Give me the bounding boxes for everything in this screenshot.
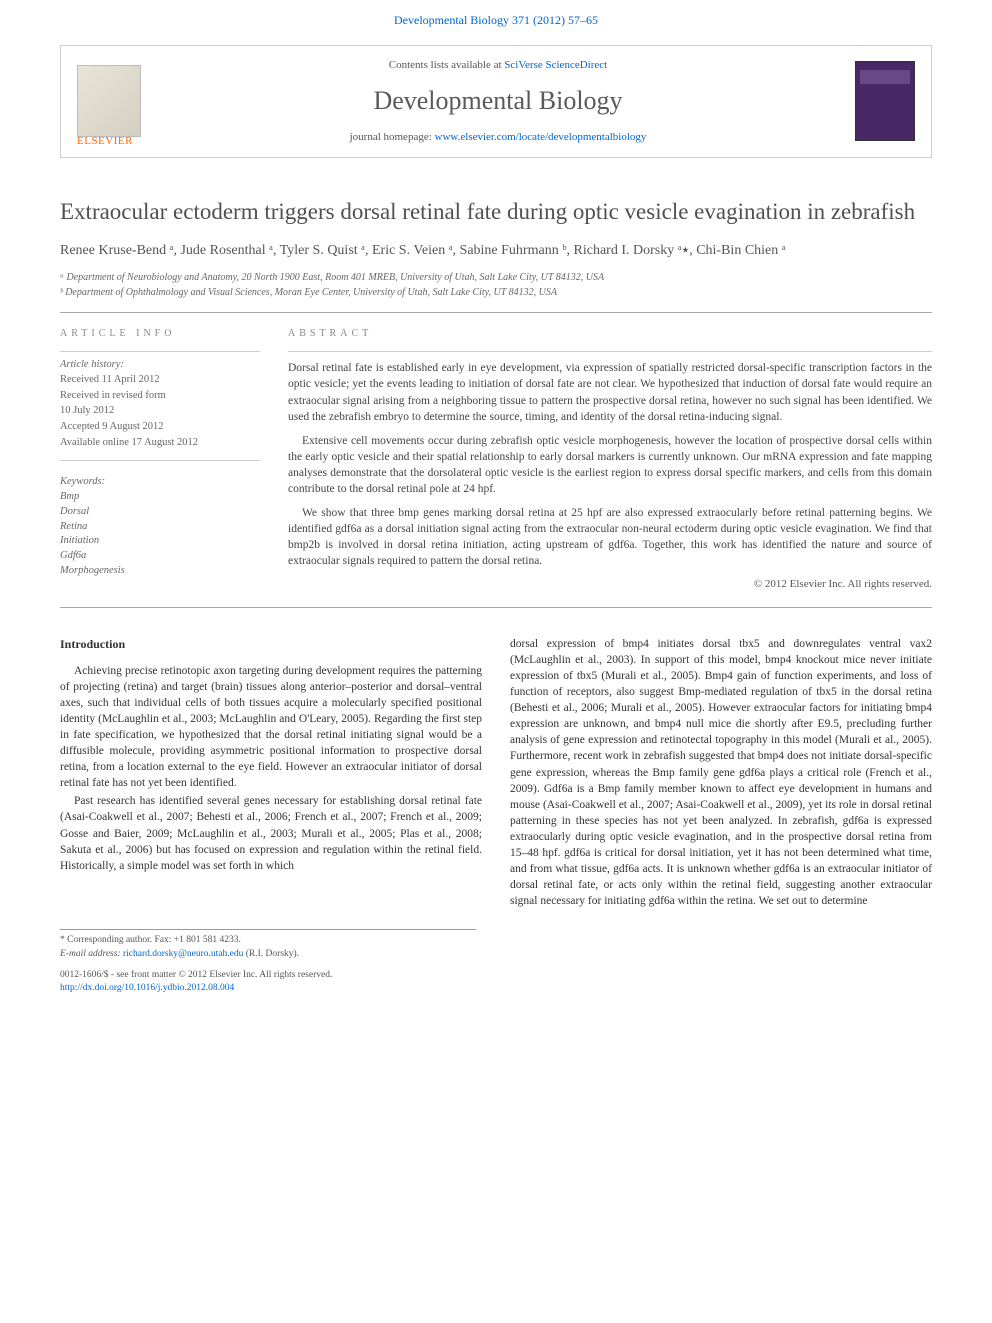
- body-para: Past research has identified several gen…: [60, 793, 482, 873]
- running-head: Developmental Biology 371 (2012) 57–65: [0, 0, 992, 37]
- history-label: Article history:: [60, 358, 260, 373]
- contents-prefix: Contents lists available at: [389, 59, 504, 71]
- keywords-label: Keywords:: [60, 475, 260, 490]
- keyword: Retina: [60, 520, 260, 535]
- abstract: ABSTRACT Dorsal retinal fate is establis…: [288, 327, 932, 593]
- journal-banner: ELSEVIER Contents lists available at Sci…: [60, 45, 932, 158]
- publisher-label: ELSEVIER: [77, 134, 133, 149]
- bottom-meta: 0012-1606/$ - see front matter © 2012 El…: [60, 969, 932, 996]
- email-line: E-mail address: richard.dorsky@neuro.uta…: [60, 948, 476, 961]
- affiliations: ᵃ Department of Neurobiology and Anatomy…: [60, 270, 932, 300]
- body-para: dorsal expression of bmp4 initiates dors…: [510, 636, 932, 910]
- abstract-para: Dorsal retinal fate is established early…: [288, 360, 932, 424]
- email-suffix: (R.I. Dorsky).: [243, 949, 299, 959]
- history-item: Accepted 9 August 2012: [60, 420, 260, 435]
- body-para: Achieving precise retinotopic axon targe…: [60, 663, 482, 792]
- homepage-line: journal homepage: www.elsevier.com/locat…: [157, 130, 839, 145]
- right-column: dorsal expression of bmp4 initiates dors…: [510, 636, 932, 912]
- abstract-copyright: © 2012 Elsevier Inc. All rights reserved…: [288, 577, 932, 592]
- abstract-para: Extensive cell movements occur during ze…: [288, 433, 932, 497]
- keyword: Bmp: [60, 490, 260, 505]
- contents-line: Contents lists available at SciVerse Sci…: [157, 58, 839, 73]
- divider-top: [60, 312, 932, 313]
- homepage-prefix: journal homepage:: [350, 131, 435, 143]
- affiliation-a: ᵃ Department of Neurobiology and Anatomy…: [60, 270, 932, 285]
- history-item: Available online 17 August 2012: [60, 436, 260, 451]
- info-subdivider: [60, 460, 260, 461]
- issn-line: 0012-1606/$ - see front matter © 2012 El…: [60, 969, 932, 982]
- doi-link[interactable]: http://dx.doi.org/10.1016/j.ydbio.2012.0…: [60, 983, 234, 993]
- intro-heading: Introduction: [60, 636, 482, 653]
- keyword: Morphogenesis: [60, 564, 260, 579]
- keyword: Initiation: [60, 534, 260, 549]
- homepage-link[interactable]: www.elsevier.com/locate/developmentalbio…: [435, 131, 647, 143]
- author-list: Renee Kruse-Bend ᵃ, Jude Rosenthal ᵃ, Ty…: [60, 241, 932, 261]
- divider-bottom: [60, 607, 932, 608]
- banner-center: Contents lists available at SciVerse Sci…: [157, 58, 839, 145]
- history-item: Received 11 April 2012: [60, 373, 260, 388]
- article-info-heading: ARTICLE INFO: [60, 327, 260, 341]
- sciencedirect-link[interactable]: SciVerse ScienceDirect: [504, 59, 607, 71]
- abstract-subdivider: [288, 351, 932, 352]
- info-subdivider: [60, 351, 260, 352]
- info-abstract-row: ARTICLE INFO Article history: Received 1…: [60, 327, 932, 593]
- article-info: ARTICLE INFO Article history: Received 1…: [60, 327, 260, 593]
- email-label: E-mail address:: [60, 949, 123, 959]
- left-column: Introduction Achieving precise retinotop…: [60, 636, 482, 912]
- keyword: Gdf6a: [60, 549, 260, 564]
- abstract-heading: ABSTRACT: [288, 327, 932, 341]
- corresponding-author: * Corresponding author. Fax: +1 801 581 …: [60, 934, 476, 947]
- elsevier-logo: [77, 65, 141, 137]
- footnotes: * Corresponding author. Fax: +1 801 581 …: [60, 929, 476, 961]
- email-link[interactable]: richard.dorsky@neuro.utah.edu: [123, 949, 243, 959]
- body-columns: Introduction Achieving precise retinotop…: [60, 636, 932, 912]
- keyword: Dorsal: [60, 505, 260, 520]
- history-item: 10 July 2012: [60, 404, 260, 419]
- journal-cover-thumb: [855, 61, 915, 141]
- history-item: Received in revised form: [60, 389, 260, 404]
- journal-name: Developmental Biology: [157, 83, 839, 119]
- article-title: Extraocular ectoderm triggers dorsal ret…: [60, 198, 932, 227]
- affiliation-b: ᵇ Department of Ophthalmology and Visual…: [60, 285, 932, 300]
- abstract-para: We show that three bmp genes marking dor…: [288, 505, 932, 569]
